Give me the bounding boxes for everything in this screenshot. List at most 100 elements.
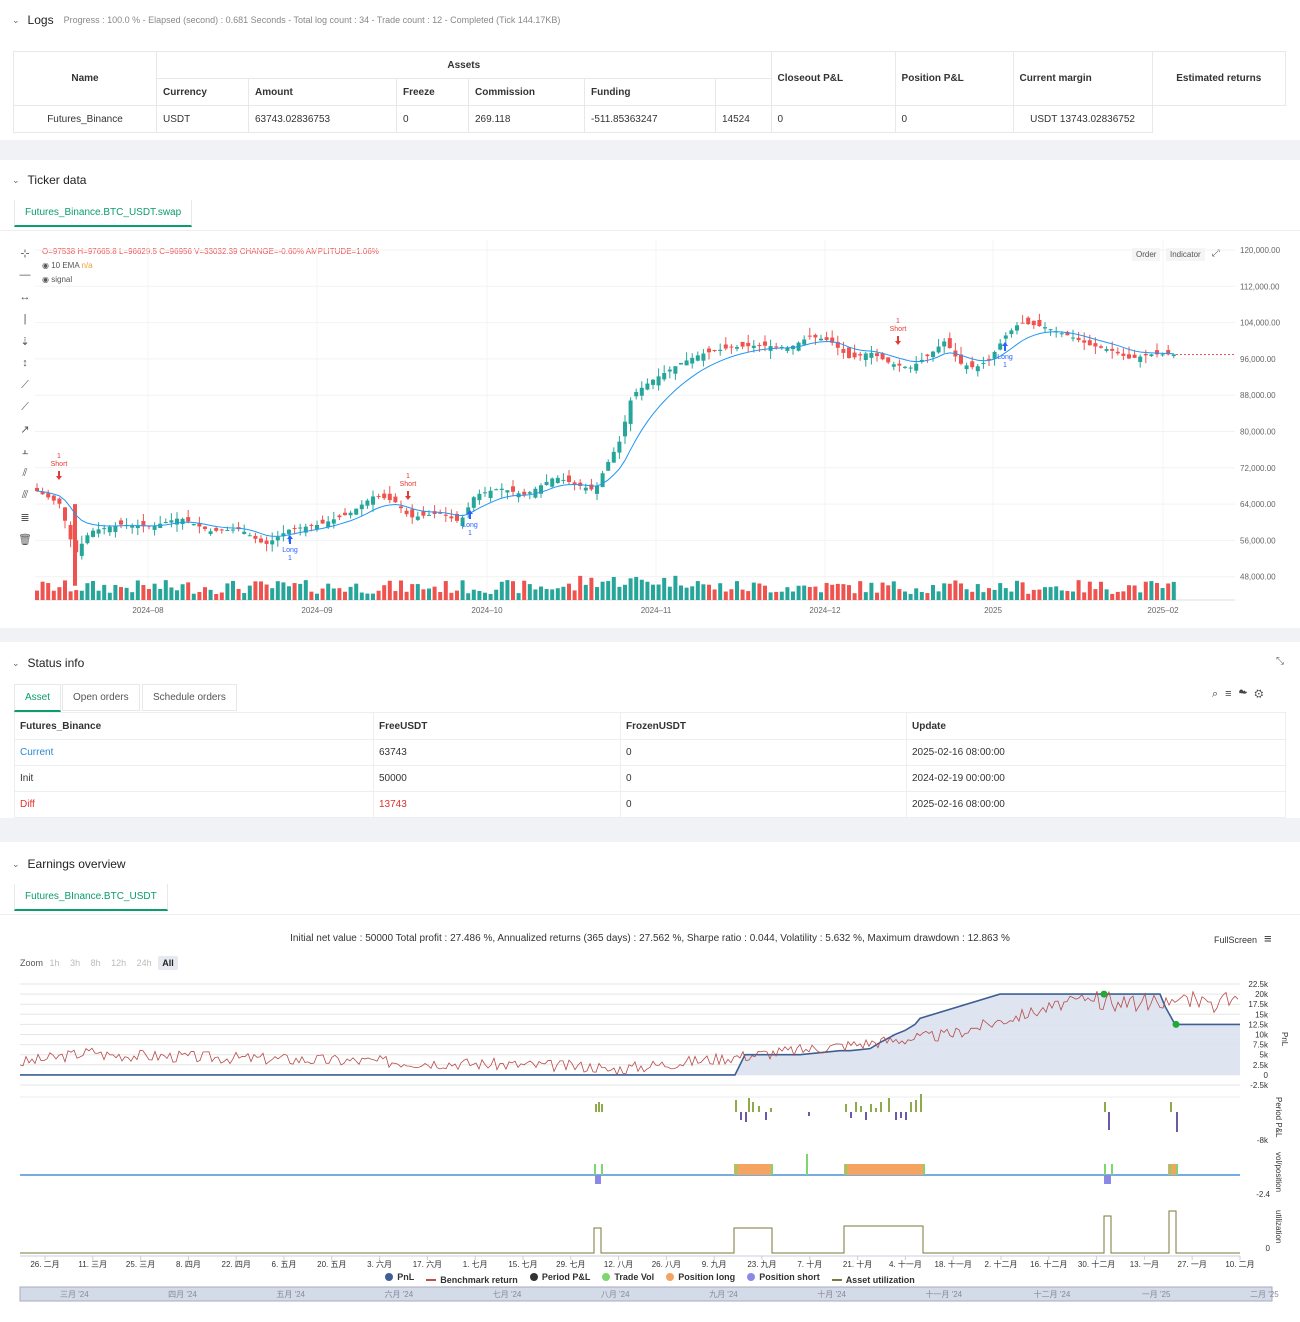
fib-icon[interactable]: ≣: [20, 512, 30, 524]
earnings-header[interactable]: ⌄ Earnings overview: [12, 857, 126, 871]
chevron-down-icon[interactable]: ⌄: [12, 657, 20, 668]
legend-item[interactable]: Position short: [747, 1272, 820, 1282]
tab-earnings[interactable]: Futures_BInance.BTC_USDT: [14, 884, 168, 911]
candle-body: [880, 353, 885, 360]
ticker-header[interactable]: ⌄ Ticker data: [12, 173, 86, 187]
volume-bar: [1110, 593, 1115, 600]
trash-icon[interactable]: 🗑: [18, 534, 32, 546]
cell: Futures_Binance: [13, 105, 157, 133]
zoom-all[interactable]: All: [158, 956, 178, 970]
volume-bar: [427, 588, 431, 600]
status-header[interactable]: ⌄ Status info: [12, 656, 84, 670]
candlestick-chart[interactable]: 120,000.00 112,000.00 104,000.00 96,000.00 8…: [0, 160, 1300, 628]
candle-body: [947, 338, 952, 349]
candle-body: [863, 353, 868, 361]
trendline-icon[interactable]: ⟋: [21, 379, 29, 391]
search-icon[interactable]: ⌕: [1212, 688, 1226, 700]
volume-bar: [270, 588, 275, 600]
candle-body: [813, 334, 818, 338]
candle-body: [387, 493, 392, 501]
candle-body: [931, 351, 935, 358]
chevron-down-icon[interactable]: ⌄: [12, 858, 20, 869]
zoom-1h[interactable]: 1h: [49, 958, 60, 968]
signal-count: 1: [468, 530, 472, 537]
col-name: Name: [13, 51, 157, 106]
cloud-icon[interactable]: ☁: [1238, 688, 1255, 700]
candle-body: [180, 518, 185, 525]
pnl-tick-label: 5k: [1260, 1051, 1269, 1060]
crosshair-icon[interactable]: ⊹: [20, 248, 30, 260]
legend-item[interactable]: Period P&L: [529, 1272, 590, 1282]
trade-vol-bar: [735, 1164, 737, 1175]
volume-bar: [561, 586, 566, 600]
eye-icon[interactable]: ◉: [42, 261, 49, 270]
col-closeout: Closeout P&L: [770, 51, 896, 106]
legend-item[interactable]: Position long: [666, 1272, 735, 1282]
signal-legend[interactable]: ◉ signal: [42, 275, 72, 284]
volume-bar: [600, 581, 605, 600]
collapse-icon[interactable]: ⤡: [1276, 656, 1284, 667]
candle-body: [348, 512, 353, 516]
gear-icon[interactable]: ⚙: [1254, 688, 1271, 700]
zoom-3h[interactable]: 3h: [70, 958, 81, 968]
volume-bar: [1003, 588, 1008, 600]
menu-icon[interactable]: ≡: [1264, 931, 1272, 946]
volume-bar: [1087, 581, 1092, 600]
fullscreen-button[interactable]: FullScreen: [1214, 935, 1258, 945]
volume-bar: [959, 583, 963, 600]
volume-bar: [813, 586, 818, 600]
cell: USDT: [156, 105, 249, 133]
y-tick-label: 56,000.00: [1240, 536, 1276, 545]
volume-bar: [516, 593, 521, 600]
order-button[interactable]: Order: [1132, 248, 1161, 261]
indicator-button[interactable]: Indicator: [1166, 248, 1205, 261]
candle-body: [376, 496, 381, 498]
chevron-down-icon[interactable]: ⌄: [12, 14, 20, 25]
navigator-bar: [19, 1286, 1273, 1302]
tab-ticker[interactable]: Futures_Binance.BTC_USDT.swap: [14, 200, 193, 227]
volume-bar: [779, 591, 784, 600]
zoom-24h[interactable]: 24h: [136, 958, 152, 968]
candle-body: [1009, 330, 1014, 335]
period-bar: [758, 1106, 760, 1112]
expand-icon[interactable]: ⤢: [1212, 248, 1220, 259]
tab-asset[interactable]: Asset: [14, 684, 62, 712]
arrow-line-icon[interactable]: ↗: [20, 424, 30, 436]
period-bar: [808, 1112, 810, 1116]
pnl-tick-label: 20k: [1255, 990, 1269, 999]
logs-header[interactable]: ⌄ Logs Progress : 100.0 % - Elapsed (sec…: [12, 13, 560, 27]
candle-body: [583, 487, 588, 491]
vline2-icon[interactable]: ⇣: [20, 336, 30, 348]
legend-item[interactable]: Asset utilization: [831, 1275, 915, 1285]
legend-label: Benchmark return: [440, 1275, 518, 1285]
hline-icon[interactable]: —: [19, 269, 31, 281]
chevron-down-icon[interactable]: ⌄: [12, 174, 20, 185]
zoom-12h[interactable]: 12h: [111, 958, 127, 968]
eye-icon[interactable]: ◉: [42, 275, 49, 284]
x-tick-label: 27. 一月: [1178, 1260, 1207, 1269]
volume-bar: [320, 588, 325, 600]
period-bar: [1176, 1112, 1178, 1132]
status-table: Futures_Binance FreeUSDT FrozenUSDT Upda…: [14, 712, 1286, 818]
segment-icon[interactable]: ⟋: [21, 401, 29, 413]
tab-open-orders[interactable]: Open orders: [62, 684, 140, 711]
signal-count: 1: [406, 473, 410, 480]
volume-bar: [225, 583, 230, 600]
tab-schedule-orders[interactable]: Schedule orders: [142, 684, 237, 711]
channel-icon[interactable]: ⫽: [22, 467, 28, 479]
legend-item[interactable]: PnL: [385, 1272, 414, 1282]
earnings-chart[interactable]: 22.5k20k17.5k15k12.5k10k7.5k5k2.5k0-2.5k…: [0, 842, 1300, 1322]
ray-icon[interactable]: ↔: [19, 291, 31, 303]
vline-icon[interactable]: |: [23, 313, 27, 325]
parallel-icon[interactable]: ⫻: [21, 489, 29, 501]
legend-item[interactable]: Trade Vol: [602, 1272, 654, 1282]
zoom-8h[interactable]: 8h: [90, 958, 101, 968]
list-icon[interactable]: ≡: [1225, 688, 1239, 700]
price-line-icon[interactable]: ⫠: [21, 445, 29, 457]
volume-bar: [656, 584, 661, 600]
vline3-icon[interactable]: ↕: [22, 357, 28, 369]
legend-item[interactable]: Benchmark return: [426, 1275, 518, 1285]
candle-body: [835, 341, 840, 348]
ema-legend[interactable]: ◉ 10 EMA n/a: [42, 261, 93, 270]
period-bar: [915, 1100, 917, 1112]
